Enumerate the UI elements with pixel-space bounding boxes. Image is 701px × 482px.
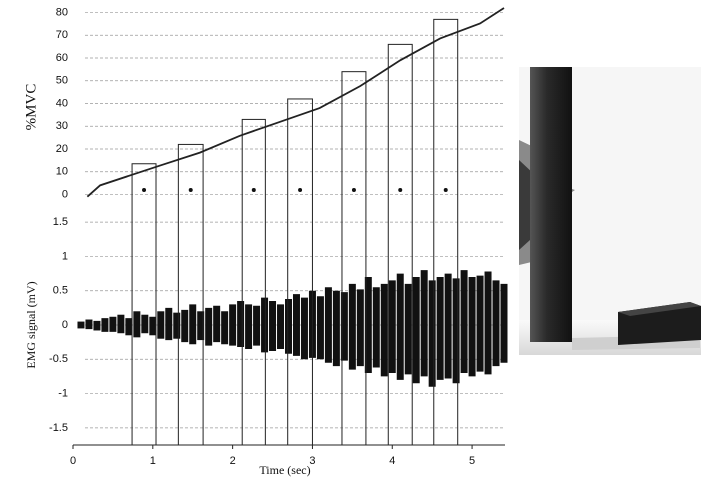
y-tick-label: 0 <box>62 319 68 331</box>
marker-dot <box>188 188 193 192</box>
marker-dot <box>443 188 448 192</box>
y-tick-label: 1.5 <box>53 216 68 228</box>
marker-dot <box>351 188 356 192</box>
contraction-box <box>241 118 266 446</box>
x-tick-label: 0 <box>70 455 76 467</box>
contraction-box <box>341 71 367 446</box>
marker-dot <box>398 188 403 192</box>
y-tick-label: -1 <box>58 387 68 399</box>
y-tick-label: 0 <box>62 188 68 200</box>
contraction-box <box>387 43 413 446</box>
y-tick-label: 80 <box>56 6 68 18</box>
y-tick-label: -1.5 <box>49 422 68 434</box>
y-axis-title: EMG signal (mV) <box>24 281 38 368</box>
x-tick-label: 1 <box>150 455 156 467</box>
y-tick-label: 0.5 <box>53 285 68 297</box>
marker-dot <box>251 188 256 192</box>
contraction-box <box>287 98 313 446</box>
y-tick-label: 20 <box>56 143 68 155</box>
photo <box>519 67 701 355</box>
y-tick-label: 70 <box>56 29 68 41</box>
y-tick-label: 50 <box>56 75 68 87</box>
marker-dot <box>298 188 303 192</box>
y-tick-label: 1 <box>62 250 68 262</box>
y-tick-label: -0.5 <box>49 353 68 365</box>
contraction-box <box>177 143 204 446</box>
x-tick-label: 2 <box>230 455 236 467</box>
mvc-line <box>86 7 505 198</box>
x-tick-label: 3 <box>309 455 315 467</box>
contraction-box <box>433 18 459 446</box>
y-tick-label: 40 <box>56 97 68 109</box>
marker-dot <box>142 188 147 192</box>
y-tick-label: 60 <box>56 52 68 64</box>
y-axis-title: %MVC <box>23 84 39 131</box>
x-tick-label: 4 <box>389 455 395 467</box>
x-axis-title: Time (sec) <box>259 463 310 477</box>
x-tick-label: 5 <box>469 455 475 467</box>
y-tick-label: 10 <box>56 166 68 178</box>
contraction-box <box>131 163 157 446</box>
y-tick-label: 30 <box>56 120 68 132</box>
